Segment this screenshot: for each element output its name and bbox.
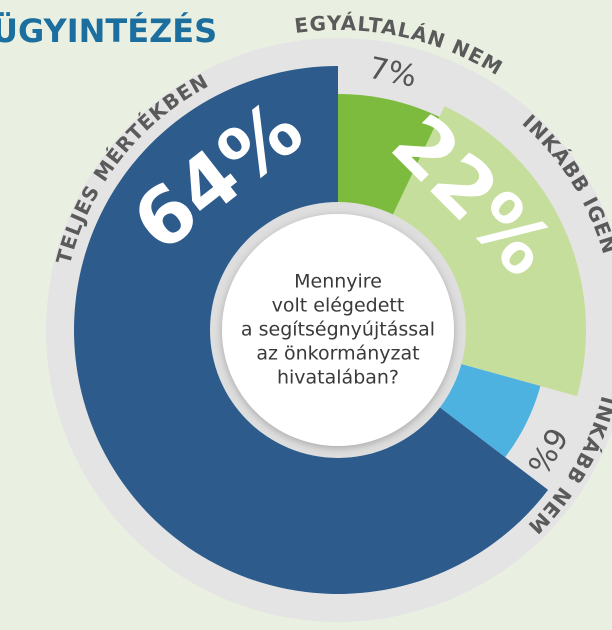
question-line: a segítségnyújtással <box>241 319 435 341</box>
center-disc <box>222 214 454 446</box>
page-title: ÜGYINTÉZÉS <box>0 12 217 50</box>
question-line: volt elégedett <box>272 295 405 317</box>
pie-slice <box>74 66 549 595</box>
question-line: Mennyire <box>294 271 382 293</box>
question-line: hivatalában? <box>277 367 399 389</box>
question-line: az önkormányzat <box>256 343 419 365</box>
pie-slice <box>338 94 440 222</box>
pie-slice <box>389 106 586 397</box>
pie-slice <box>433 361 541 458</box>
